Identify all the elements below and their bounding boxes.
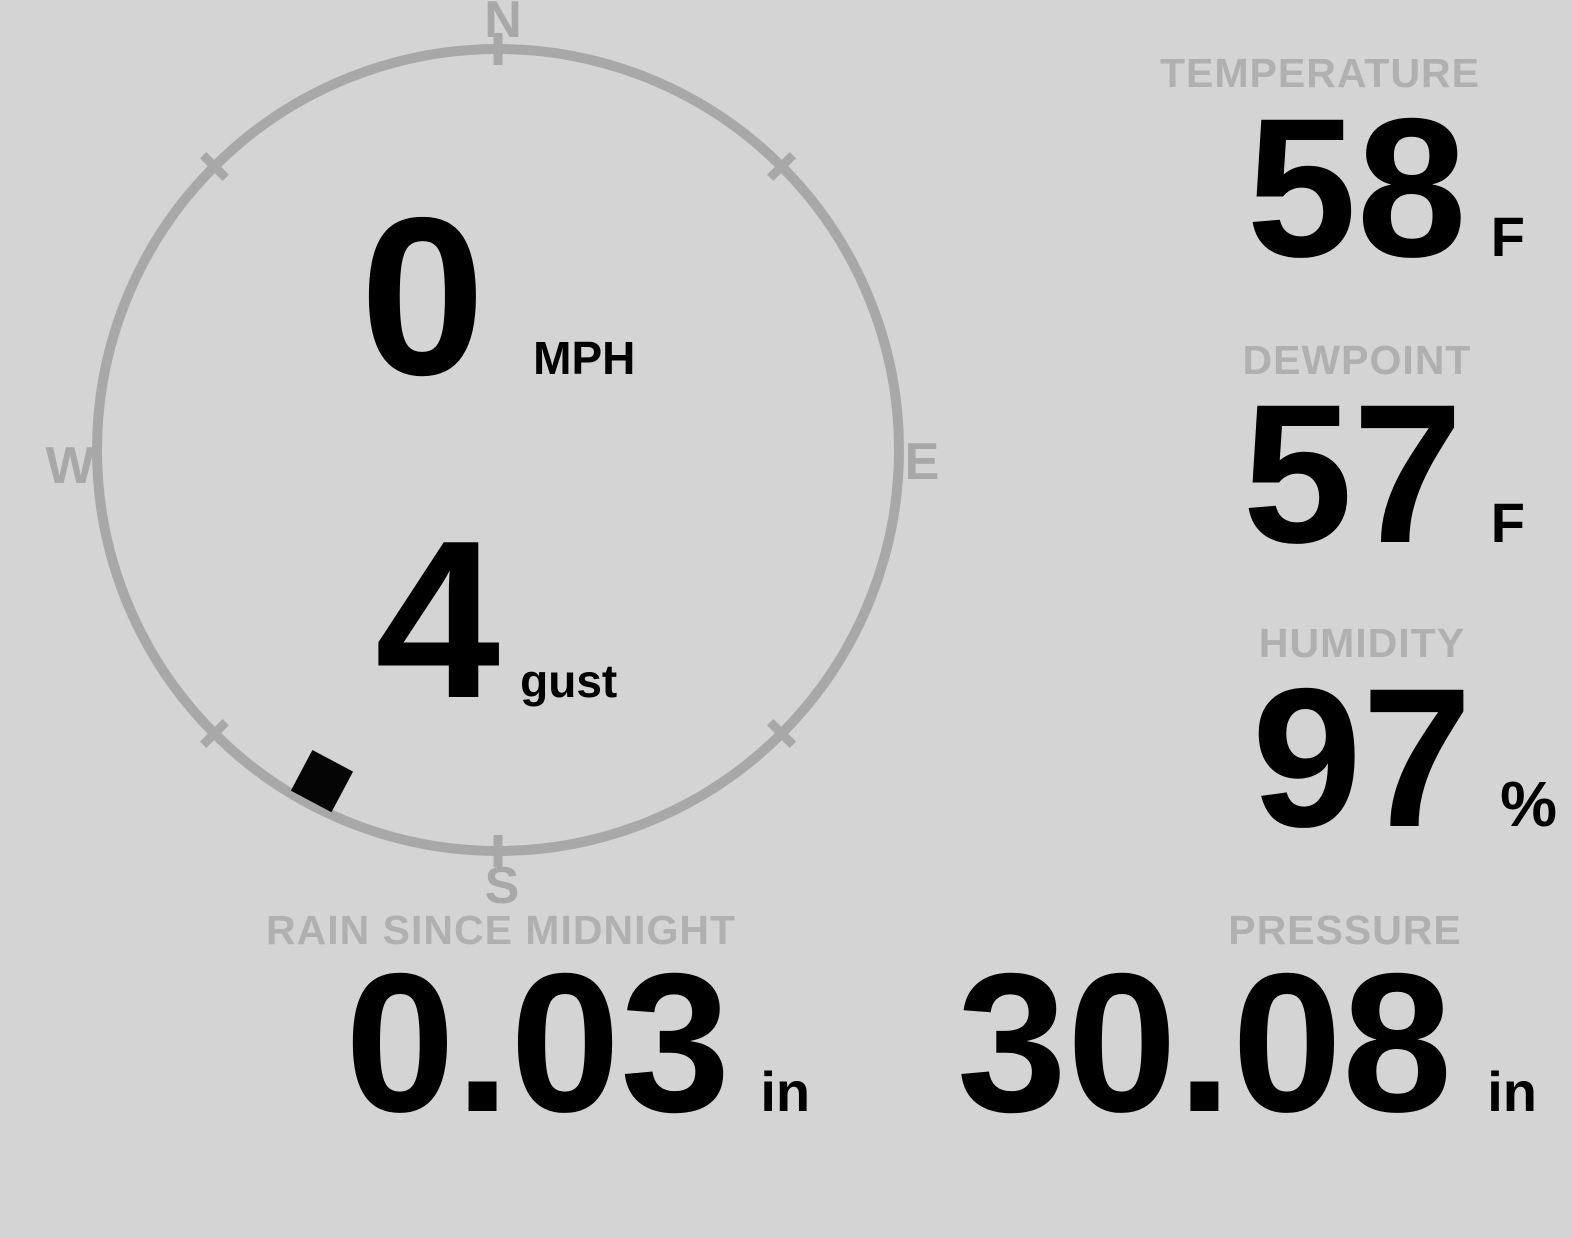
rain-value: 0.03 bbox=[345, 932, 731, 1153]
dewpoint-reading: 57 F bbox=[1243, 375, 1525, 573]
compass-tick bbox=[199, 151, 229, 181]
compass-tick bbox=[767, 151, 797, 181]
temperature-unit: F bbox=[1490, 205, 1525, 268]
compass-label-south: S bbox=[484, 857, 520, 915]
wind-speed-value: 0 bbox=[360, 170, 486, 422]
wind-gust-unit: gust bbox=[520, 655, 618, 707]
wind-compass-dial bbox=[92, 33, 904, 867]
wind-speed-unit: MPH bbox=[533, 332, 636, 384]
metric-label-humidity: HUMIDITY bbox=[1258, 620, 1466, 666]
rain-reading: 0.03 in bbox=[345, 944, 810, 1142]
dewpoint-value: 57 bbox=[1242, 363, 1463, 584]
pressure-value: 30.08 bbox=[956, 932, 1453, 1153]
humidity-value: 97 bbox=[1251, 647, 1473, 868]
wind-gust: 4 gust bbox=[375, 507, 617, 732]
pressure-unit: in bbox=[1487, 1060, 1537, 1123]
compass-label-north: N bbox=[484, 0, 522, 49]
compass-label-east: E bbox=[904, 433, 940, 491]
metric-label-rain: RAIN SINCE MIDNIGHT bbox=[266, 907, 736, 953]
humidity-reading: 97 % bbox=[1252, 659, 1557, 857]
pressure-reading: 30.08 in bbox=[957, 944, 1537, 1142]
compass-tick bbox=[767, 719, 797, 749]
rain-unit: in bbox=[760, 1060, 811, 1123]
compass-ticks bbox=[199, 33, 797, 867]
compass-tick bbox=[199, 719, 229, 749]
wind-speed: 0 MPH bbox=[360, 184, 635, 409]
metric-label-dewpoint: DEWPOINT bbox=[1242, 337, 1472, 383]
temperature-reading: 58 F bbox=[1247, 89, 1525, 287]
wind-direction-marker bbox=[290, 749, 354, 813]
metric-label-pressure: PRESSURE bbox=[1228, 907, 1462, 953]
compass-label-west: W bbox=[45, 437, 95, 495]
wind-gust-value: 4 bbox=[375, 493, 501, 745]
humidity-unit: % bbox=[1500, 768, 1557, 840]
temperature-value: 58 bbox=[1246, 77, 1467, 298]
metric-label-temperature: TEMPERATURE bbox=[1159, 50, 1481, 96]
dewpoint-unit: F bbox=[1490, 491, 1525, 554]
